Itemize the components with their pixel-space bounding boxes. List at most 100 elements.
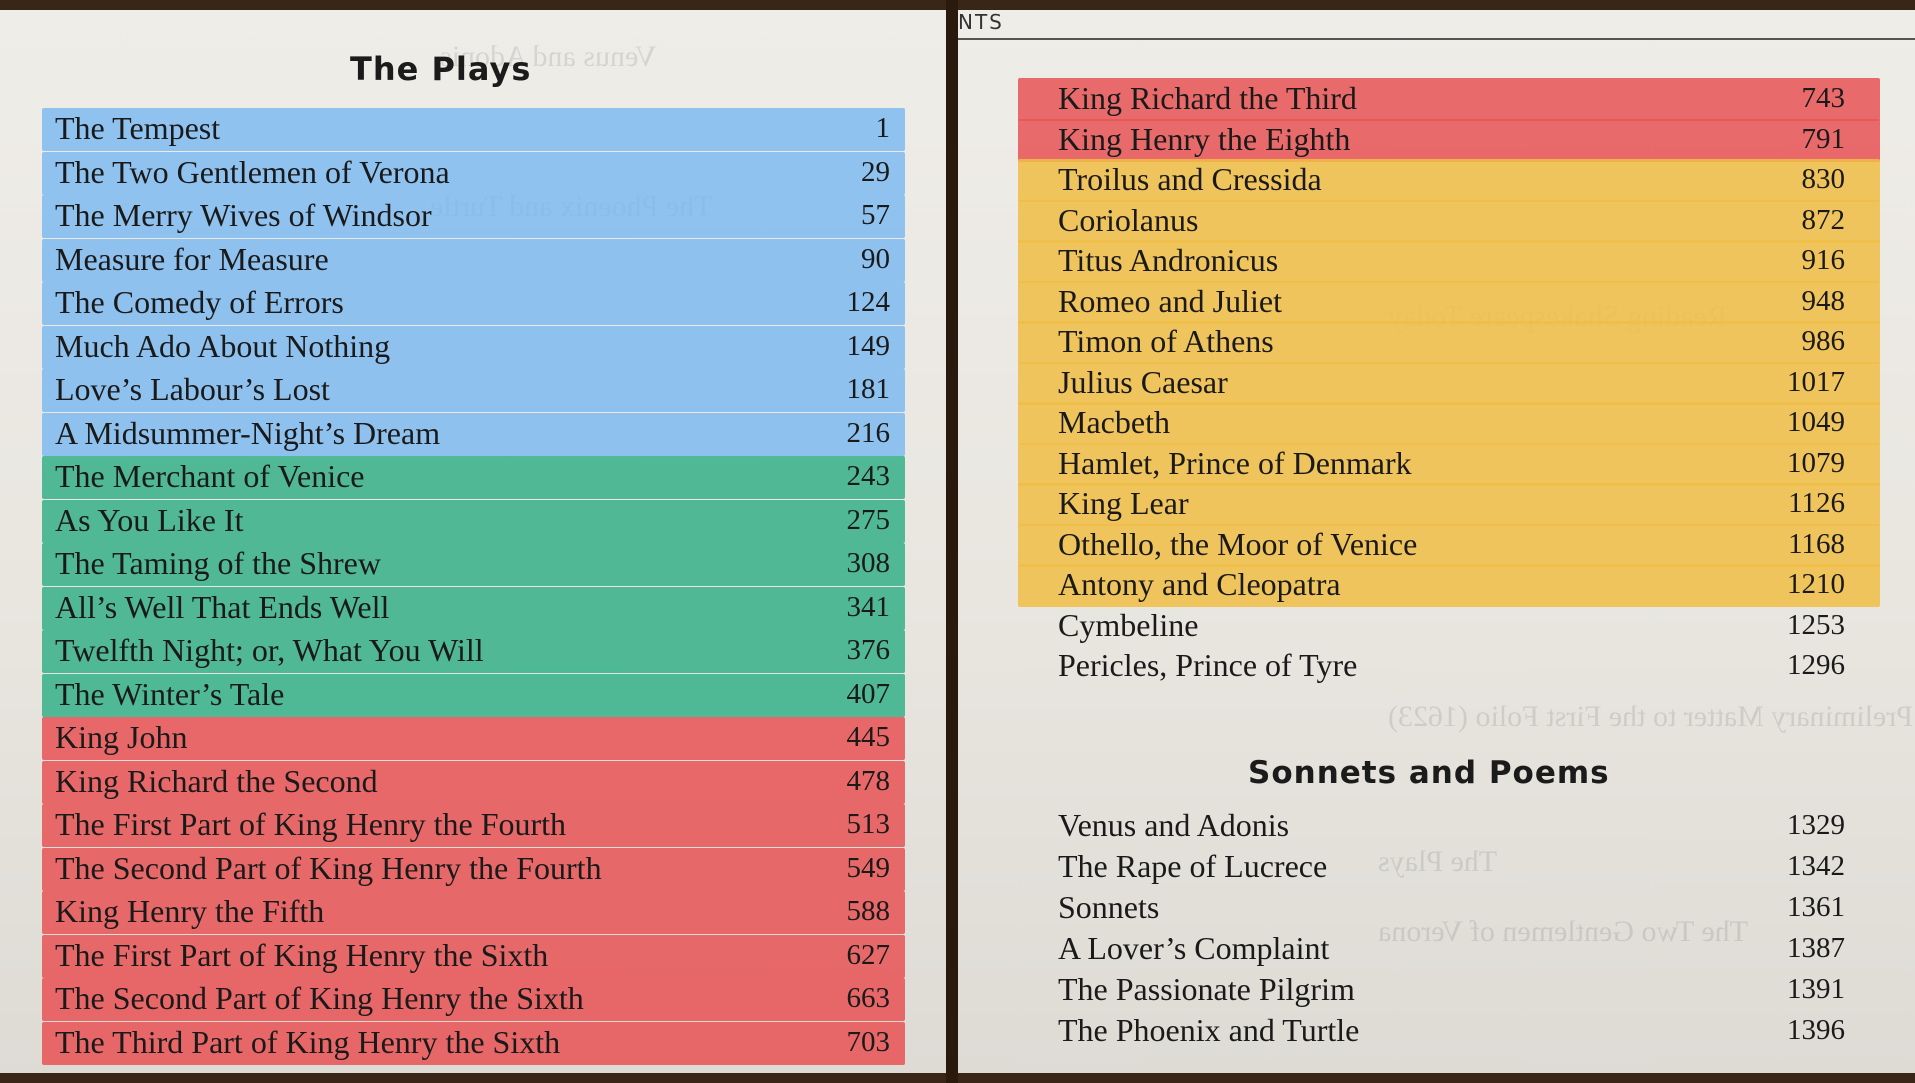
toc-entry: The Taming of the Shrew 308 xyxy=(0,543,905,586)
plays-heading: The Plays xyxy=(350,50,532,88)
highlight-band xyxy=(42,978,905,1021)
toc-entry: King Henry the Eighth 791 xyxy=(958,118,1915,162)
entry-page-number: 478 xyxy=(846,764,891,797)
highlight-band xyxy=(1018,321,1880,364)
toc-entry: The Winter’s Tale 407 xyxy=(0,673,905,717)
toc-entry: Timon of Athens 986 xyxy=(958,321,1915,364)
entry-title: King Henry the Fifth xyxy=(55,893,325,929)
entry-page-number: 1329 xyxy=(1787,809,1845,841)
highlight-band xyxy=(42,499,905,543)
entry-title: Romeo and Juliet xyxy=(1058,282,1282,319)
toc-entry: King John 445 xyxy=(0,717,905,760)
entry-page-number: 308 xyxy=(846,547,891,579)
book-spine xyxy=(946,0,958,1083)
entry-title: The Merchant of Venice xyxy=(55,458,365,494)
running-head: NTS xyxy=(958,10,1004,34)
entry-title: The Third Part of King Henry the Sixth xyxy=(55,1023,561,1060)
entry-page-number: 513 xyxy=(846,808,891,840)
toc-entry: The Third Part of King Henry the Sixth 70… xyxy=(0,1021,905,1065)
highlight-band xyxy=(42,760,905,804)
highlight-band xyxy=(1018,118,1880,162)
entry-title: Timon of Athens xyxy=(1058,323,1274,359)
toc-entry: The Tempest 1 xyxy=(0,108,905,151)
toc-entry: Twelfth Night; or, What You Will 376 xyxy=(0,630,905,673)
toc-entry: All’s Well That Ends Well 341 xyxy=(0,586,905,630)
toc-entry: The Two Gentlemen of Verona 29 xyxy=(0,151,905,195)
entry-title: All’s Well That Ends Well xyxy=(55,588,390,625)
entry-title: The Phoenix and Turtle xyxy=(1058,1012,1360,1048)
highlight-band xyxy=(42,238,905,282)
entry-title: King Richard the Third xyxy=(1058,80,1357,116)
entry-title: The Passionate Pilgrim xyxy=(1058,971,1355,1007)
toc-entry: Venus and Adonis 1329 xyxy=(958,805,1915,848)
sonnets-poems-heading: Sonnets and Poems xyxy=(1248,755,1610,791)
toc-entry: The Phoenix and Turtle 1396 xyxy=(958,1010,1915,1053)
highlight-band xyxy=(42,282,905,325)
highlight-band xyxy=(1018,442,1880,486)
entry-title: Venus and Adonis xyxy=(1058,807,1290,843)
entry-title: The Comedy of Errors xyxy=(55,284,344,320)
entry-page-number: 627 xyxy=(846,938,891,971)
entry-title: King Henry the Eighth xyxy=(1058,120,1351,157)
entry-title: Titus Andronicus xyxy=(1058,242,1279,278)
toc-entry: The Comedy of Errors 124 xyxy=(0,282,905,325)
highlight-band xyxy=(42,934,905,978)
highlight-band xyxy=(42,325,905,369)
entry-title: Coriolanus xyxy=(1058,201,1199,238)
toc-entry: Julius Caesar 1017 xyxy=(958,361,1915,405)
entry-title: Pericles, Prince of Tyre xyxy=(1058,647,1358,683)
entry-page-number: 57 xyxy=(861,199,890,231)
entry-page-number: 90 xyxy=(861,242,890,275)
entry-page-number: 1017 xyxy=(1787,365,1845,398)
entry-page-number: 407 xyxy=(846,677,891,710)
highlight-band xyxy=(1018,240,1880,283)
entry-page-number: 243 xyxy=(846,460,891,492)
toc-entry: The Passionate Pilgrim 1391 xyxy=(958,969,1915,1012)
entry-title: The Second Part of King Henry the Fourth xyxy=(55,849,602,886)
entry-page-number: 588 xyxy=(846,895,891,927)
highlight-band xyxy=(42,195,905,238)
highlight-band xyxy=(1018,78,1880,121)
entry-page-number: 916 xyxy=(1801,244,1846,276)
entry-page-number: 986 xyxy=(1801,325,1846,357)
entry-page-number: 1079 xyxy=(1787,446,1845,479)
entry-title: Hamlet, Prince of Denmark xyxy=(1058,444,1412,481)
toc-entry: The Merry Wives of Windsor 57 xyxy=(0,195,905,238)
highlight-band xyxy=(1018,523,1880,567)
highlight-band xyxy=(42,412,905,456)
entry-page-number: 376 xyxy=(846,634,891,666)
toc-entry: Pericles, Prince of Tyre 1296 xyxy=(958,645,1915,688)
entry-page-number: 1342 xyxy=(1787,850,1845,882)
highlight-band xyxy=(1018,564,1880,607)
entry-page-number: 1168 xyxy=(1788,527,1845,560)
entry-page-number: 341 xyxy=(846,590,891,623)
toc-entry: Troilus and Cressida 830 xyxy=(958,159,1915,202)
entry-page-number: 1253 xyxy=(1787,608,1845,641)
entry-title: Sonnets xyxy=(1058,889,1160,925)
entry-page-number: 872 xyxy=(1801,203,1846,236)
toc-entry: King Richard the Second 478 xyxy=(0,760,905,804)
entry-title: The Merry Wives of Windsor xyxy=(55,197,432,233)
toc-entry: Love’s Labour’s Lost 181 xyxy=(0,369,905,412)
toc-entry: The First Part of King Henry the Fourth 5… xyxy=(0,804,905,847)
entry-title: King Lear xyxy=(1058,485,1189,521)
entry-title: King John xyxy=(55,719,188,755)
entry-page-number: 445 xyxy=(846,721,891,753)
highlight-band xyxy=(42,108,905,151)
toc-entry: The Rape of Lucrece 1342 xyxy=(958,846,1915,889)
toc-entry: The First Part of King Henry the Sixth 62… xyxy=(0,934,905,978)
toc-entry: The Second Part of King Henry the Sixth 6… xyxy=(0,978,905,1021)
highlight-band xyxy=(42,586,905,630)
entry-title: Much Ado About Nothing xyxy=(55,327,391,364)
toc-entry: Much Ado About Nothing 149 xyxy=(0,325,905,369)
entry-page-number: 1396 xyxy=(1787,1014,1845,1046)
toc-entry: Othello, the Moor of Venice 1168 xyxy=(958,523,1915,567)
toc-entry: King Lear 1126 xyxy=(958,483,1915,526)
highlight-band xyxy=(1018,402,1880,445)
entry-title: Macbeth xyxy=(1058,404,1170,440)
entry-page-number: 1210 xyxy=(1787,568,1845,600)
entry-page-number: 830 xyxy=(1801,163,1846,195)
highlight-band xyxy=(42,543,905,586)
entry-page-number: 275 xyxy=(846,503,891,536)
